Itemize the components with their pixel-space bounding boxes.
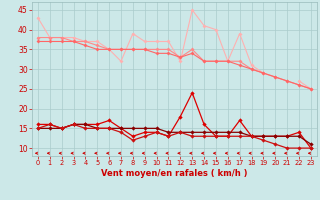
X-axis label: Vent moyen/en rafales ( km/h ): Vent moyen/en rafales ( km/h ) [101,169,248,178]
